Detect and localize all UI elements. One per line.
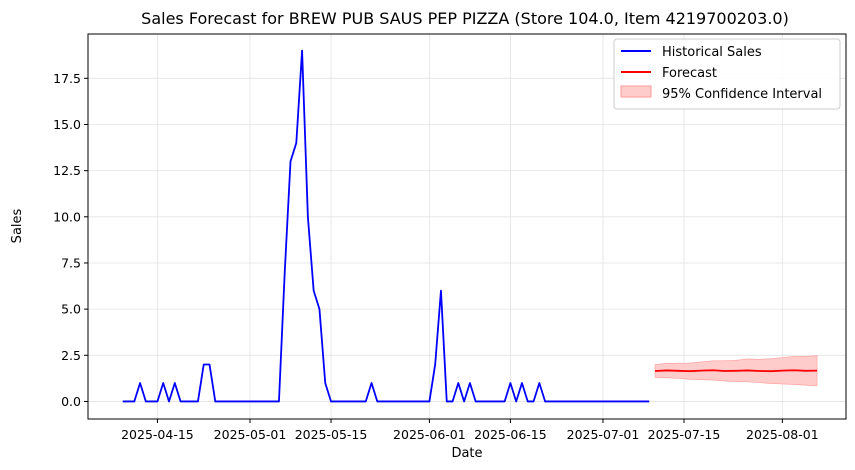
historical-sales-line — [122, 49, 650, 403]
legend-label-historical: Historical Sales — [662, 45, 762, 60]
x-tick-label: 2025-05-15 — [295, 427, 368, 442]
x-tick-label: 2025-07-15 — [648, 427, 721, 442]
plot-frame — [87, 33, 847, 420]
legend-swatch-confidence-interval — [620, 85, 652, 98]
legend-label-forecast: Forecast — [662, 66, 717, 81]
y-tick-label: 7.5 — [61, 255, 81, 270]
y-tick-label: 10.0 — [53, 209, 81, 224]
x-tick-label: 2025-08-01 — [746, 427, 819, 442]
chart-title: Sales Forecast for BREW PUB SAUS PEP PIZ… — [141, 9, 789, 28]
y-tick-label: 2.5 — [61, 348, 81, 363]
series-layer — [122, 49, 818, 403]
x-tick-label: 2025-06-01 — [393, 427, 466, 442]
legend-label-confidence-interval: 95% Confidence Interval — [662, 87, 822, 102]
y-axis-ticks: 0.0 2.5 5.0 7.5 10.0 12.5 15.0 17.5 — [53, 71, 88, 409]
x-tick-label: 2025-04-15 — [121, 427, 194, 442]
legend-box — [613, 38, 841, 110]
x-tick-label: 2025-07-01 — [567, 427, 640, 442]
y-axis-label: Sales — [10, 208, 25, 243]
x-axis-label: Date — [451, 446, 482, 461]
y-tick-label: 12.5 — [53, 163, 81, 178]
y-tick-label: 17.5 — [53, 71, 81, 86]
x-tick-label: 2025-06-15 — [474, 427, 547, 442]
y-tick-label: 0.0 — [61, 394, 81, 409]
x-tick-label: 2025-05-01 — [214, 427, 287, 442]
y-tick-label: 5.0 — [61, 302, 81, 317]
forecast-line — [655, 369, 818, 373]
y-tick-label: 15.0 — [53, 117, 81, 132]
x-axis-ticks: 2025-04-15 2025-05-01 2025-05-15 2025-06-01… — [121, 419, 819, 442]
legend: Historical Sales Forecast 95% Confidence… — [613, 38, 841, 110]
